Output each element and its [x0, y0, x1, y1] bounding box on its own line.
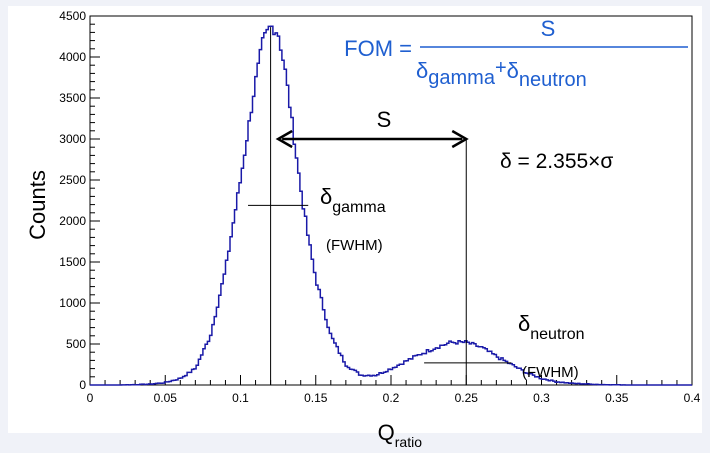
- fom-formula: FOM = S δgamma+δneutron: [344, 16, 688, 91]
- y-tick-label: 1500: [59, 255, 86, 269]
- separation-arrow-head-right: [451, 129, 469, 149]
- separation-label: S: [377, 107, 392, 132]
- x-tick-label: 0.35: [605, 391, 629, 405]
- x-tick-label: 0.3: [533, 391, 550, 405]
- x-tick-label: 0.15: [304, 391, 328, 405]
- y-tick-label: 500: [66, 337, 86, 351]
- y-tick-label: 4500: [59, 9, 86, 23]
- separation-arrow-head-left: [275, 129, 293, 149]
- x-tick-label: 0.1: [232, 391, 249, 405]
- y-tick-label: 0: [79, 378, 86, 392]
- plot-background: [8, 6, 702, 433]
- data-series-line: [90, 25, 692, 386]
- x-tick-label: 0.05: [154, 391, 178, 405]
- annotation-markers: [248, 27, 512, 385]
- y-axis-label: Counts: [25, 170, 50, 240]
- x-tick-label: 0: [87, 391, 94, 405]
- x-axis-label: Qratio: [378, 420, 423, 450]
- fwhm-gamma-label: (FWHM): [326, 237, 383, 254]
- y-tick-label: 1000: [59, 296, 86, 310]
- y-tick-label: 3000: [59, 132, 86, 146]
- fom-lhs: FOM =: [344, 36, 412, 61]
- x-axis: 0 0.05 0.1 0.15 0.2 0.25 0.3 0.35 0.4: [87, 375, 701, 405]
- y-axis: 0 500 1000 1500 2000 2500 3000 3500 4000 4500: [59, 9, 100, 392]
- y-tick-label: 2500: [59, 173, 86, 187]
- fwhm-neutron-label: (FWHM): [522, 364, 579, 381]
- y-tick-label: 3500: [59, 91, 86, 105]
- delta-formula: δ = 2.355×σ: [500, 150, 613, 173]
- y-tick-label: 4000: [59, 50, 86, 64]
- delta-gamma-label: δgamma: [320, 184, 386, 216]
- y-tick-label: 2000: [59, 214, 86, 228]
- delta-neutron-label: δneutron: [518, 311, 585, 343]
- x-tick-label: 0.25: [455, 391, 479, 405]
- x-tick-label: 0.4: [684, 391, 701, 405]
- fom-denominator: δgamma+δneutron: [416, 57, 587, 91]
- fom-numerator: S: [541, 16, 556, 41]
- x-tick-label: 0.2: [383, 391, 400, 405]
